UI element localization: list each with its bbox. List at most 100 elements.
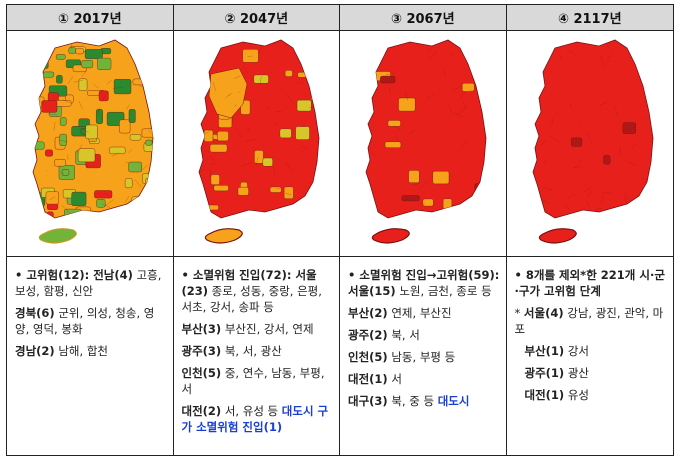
region-patch xyxy=(44,149,53,157)
boundary-line xyxy=(311,64,318,70)
boundary-line xyxy=(259,44,264,54)
entry-head: 부산(1) xyxy=(524,344,565,358)
entry-0: 고위험(12): 전남(4) 고흥, 보성, 함평, 신안 xyxy=(15,267,167,299)
region-patch xyxy=(127,209,140,218)
header-label: ② 2047년 xyxy=(224,12,289,27)
boundary-line xyxy=(624,196,627,205)
boundary-line xyxy=(300,145,310,150)
region-patch xyxy=(204,204,220,210)
boundary-line xyxy=(145,195,147,202)
boundary-line xyxy=(256,156,259,166)
boundary-line xyxy=(388,85,391,94)
column-header-2067: ③ 2067년 xyxy=(340,5,507,31)
boundary-line xyxy=(47,113,57,115)
region-patch xyxy=(128,108,136,123)
boundary-line xyxy=(456,105,467,115)
entry-head: 소멸위험 진입→고위험(59): 서울(15) xyxy=(348,268,500,298)
boundary-line xyxy=(474,62,483,69)
region-patch xyxy=(461,82,475,92)
boundary-line xyxy=(212,81,217,91)
boundary-line xyxy=(585,132,593,143)
boundary-line xyxy=(421,82,424,84)
entry-head: 대전(1) xyxy=(348,372,388,386)
boundary-line xyxy=(246,138,256,141)
boundary-line xyxy=(32,86,41,90)
region-patch xyxy=(95,108,103,124)
boundary-line xyxy=(238,91,241,93)
entry-head: 부산(3) xyxy=(181,322,222,336)
region-patches xyxy=(199,44,320,218)
boundary-line xyxy=(235,127,242,137)
entry-detail: 중, 연수, 남동, 부평, 서 xyxy=(181,366,325,396)
boundary-line xyxy=(543,159,546,163)
region-patch xyxy=(96,57,111,70)
region-patch xyxy=(98,90,109,101)
boundary-line xyxy=(598,101,609,105)
region-patch xyxy=(384,140,401,148)
boundary-line xyxy=(225,93,231,99)
map-cell-2017 xyxy=(7,31,174,257)
boundary-line xyxy=(578,120,581,123)
text-cell-2117: 8개를 제외*한 221개 시·군·구가 고위험 단계서울(4) 강남, 광진,… xyxy=(507,257,674,455)
region-patch xyxy=(210,143,228,152)
map-cell-2117 xyxy=(506,31,673,257)
boundary-line xyxy=(614,106,619,117)
text-cell-2067: 소멸위험 진입→고위험(59): 서울(15) 노원, 금천, 종로 등부산(2… xyxy=(340,257,507,455)
boundary-line xyxy=(537,79,541,85)
boundary-line xyxy=(67,75,73,84)
boundary-line xyxy=(211,136,220,142)
region-patch xyxy=(137,199,145,209)
region-patch xyxy=(53,158,66,166)
entry-highlight: 대도시 구가 소멸위험 진입(1) xyxy=(181,404,329,434)
region-patch xyxy=(59,116,67,126)
entry-detail: 연제, 부산진 xyxy=(387,306,452,320)
entry-detail: 유성 xyxy=(564,388,590,402)
map-cell-2047 xyxy=(173,31,340,257)
region-patch xyxy=(408,169,420,183)
boundary-line xyxy=(388,41,394,46)
region-patch xyxy=(77,147,95,162)
region-patch xyxy=(55,53,66,60)
boundary-line xyxy=(442,69,447,76)
boundary-line xyxy=(48,195,56,200)
boundary-line xyxy=(461,42,465,45)
entry-4: 대전(1) 서 xyxy=(348,371,500,387)
boundary-line xyxy=(564,188,566,190)
boundary-line xyxy=(61,204,71,215)
boundary-line xyxy=(205,128,214,134)
boundary-line xyxy=(480,39,486,46)
boundary-line xyxy=(448,104,452,113)
entry-1: 경북(6) 군위, 의성, 청송, 영양, 영덕, 봉화 xyxy=(15,305,167,337)
column-header-2047: ② 2047년 xyxy=(173,5,340,31)
boundary-line xyxy=(273,166,276,174)
boundary-line xyxy=(595,207,602,209)
entry-1: 부산(3) 부산진, 강서, 연제 xyxy=(182,321,334,337)
boundary-line xyxy=(603,58,610,66)
boundary-line xyxy=(93,83,99,88)
region-patch xyxy=(379,75,396,83)
region-patch xyxy=(108,146,126,154)
region-patch xyxy=(387,119,401,127)
boundary-line xyxy=(368,68,376,71)
region-patch xyxy=(75,47,84,54)
boundary-line xyxy=(409,128,417,134)
boundary-line xyxy=(586,200,589,207)
entry-detail: 노원, 금천, 종로 등 xyxy=(395,284,492,298)
region-patch xyxy=(118,119,131,133)
boundary-line xyxy=(599,55,604,63)
boundary-line xyxy=(111,151,119,156)
boundary-line xyxy=(77,144,82,154)
boundary-line xyxy=(285,192,292,195)
region-patch xyxy=(210,173,221,185)
boundary-line xyxy=(631,142,636,149)
entry-3: 인천(5) 중, 연수, 남동, 부평, 서 xyxy=(182,365,334,397)
risk-map-table: ① 2017년 ② 2047년 ③ 2067년 ④ 2117년 고위험(12):… xyxy=(6,4,674,456)
region-patch xyxy=(61,168,69,176)
header-label: ④ 2117년 xyxy=(557,12,622,27)
boundary-line xyxy=(274,121,279,126)
region-patch xyxy=(128,161,142,172)
boundary-line xyxy=(199,168,206,173)
entry-detail: 광산 xyxy=(564,366,590,380)
region-patch xyxy=(297,71,311,78)
